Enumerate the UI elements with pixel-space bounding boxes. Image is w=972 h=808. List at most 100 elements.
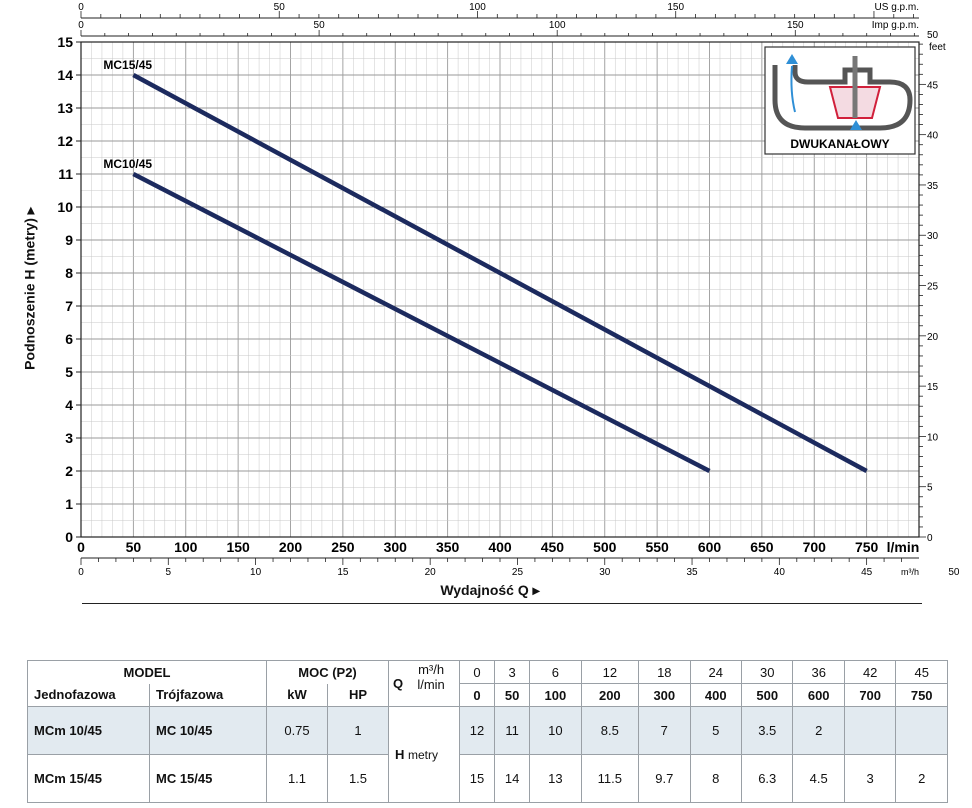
table-row: MCm 15/45 MC 15/45 1.1 1.5 15 14 13 11.5… (27, 754, 948, 803)
h-value: 4.5 (792, 754, 845, 803)
h-value: 13 (529, 754, 582, 803)
m3h-tick-label: 50 (948, 567, 960, 578)
h-value: 5 (689, 706, 743, 755)
q-m3h: 18 (638, 660, 691, 684)
h-value: 2 (792, 706, 845, 755)
x-unit-label: l/min (887, 539, 920, 555)
x-tick-label: 0 (77, 539, 85, 555)
y-tick-label: 9 (65, 232, 73, 248)
h-value: 11 (494, 706, 531, 755)
q-m3h: 42 (843, 660, 897, 684)
q-m3h: 45 (895, 660, 948, 684)
q-m3h: 12 (580, 660, 640, 684)
x-tick-label: 550 (645, 539, 669, 555)
power-kw: 0.75 (266, 706, 328, 755)
metry-label: metry (408, 748, 439, 762)
axes (80, 41, 920, 538)
series-line-mc15-45 (132, 73, 868, 473)
m3h-tick-label: 20 (425, 567, 437, 578)
h-value: 15 (458, 754, 496, 803)
q-lmin: 750 (895, 683, 948, 707)
series-label: MC10/45 (103, 157, 152, 171)
y-tick-label: 7 (65, 298, 73, 314)
q-m3h: 6 (529, 660, 582, 684)
model-single: MCm 15/45 (27, 754, 150, 803)
feet-tick-label: 35 (927, 181, 939, 192)
three-phase-header: Trójfazowa (149, 683, 267, 707)
usgpm-tick-label: 100 (469, 2, 486, 13)
feet-unit-label: feet (929, 42, 946, 53)
h-value: 14 (494, 754, 531, 803)
power-hp: 1.5 (327, 754, 389, 803)
y-tick-label: 13 (57, 100, 73, 116)
q-lmin: 400 (689, 683, 743, 707)
plot-frame (80, 41, 920, 538)
x-tick-label: 700 (803, 539, 827, 555)
feet-tick-label: 30 (927, 231, 939, 242)
power-hp: 1 (327, 706, 389, 755)
y-tick-label: 0 (65, 529, 73, 545)
x-tick-label: 400 (488, 539, 512, 555)
q-lmin: 50 (494, 683, 531, 707)
y-tick-label: 1 (65, 496, 73, 512)
table-row: MCm 10/45 MC 10/45 0.75 1 H metry 12 11 … (27, 706, 948, 803)
model-header: MODEL (27, 660, 267, 684)
lmin-label: l/min (417, 676, 445, 692)
x-tick-label: 200 (279, 539, 303, 555)
x-tick-label: 450 (541, 539, 565, 555)
m3h-tick-label: 0 (78, 567, 84, 578)
h-value: 10 (529, 706, 582, 755)
h-label: H (395, 747, 405, 762)
x-tick-label: 100 (174, 539, 198, 555)
separator-line (82, 603, 922, 604)
x-tick-label: 50 (126, 539, 142, 555)
h-value: 11.5 (580, 754, 640, 803)
model-single: MCm 10/45 (27, 706, 150, 755)
q-lmin: 300 (638, 683, 691, 707)
h-value (895, 706, 948, 755)
q-header-cell: Q m³/h l/min (388, 660, 460, 707)
feet-tick-label: 15 (927, 382, 939, 393)
feet-tick-label: 10 (927, 432, 939, 443)
usgpm-tick-label: 150 (667, 2, 684, 13)
spec-table: MODEL MOC (P2) Q m³/h l/min 0 3 6 12 18 … (27, 660, 948, 803)
feet-tick-label: 5 (927, 483, 933, 494)
x-axis-title: Wydajność Q ▸ (440, 582, 540, 598)
h-value: 6.3 (740, 754, 794, 803)
y-tick-label: 4 (65, 397, 73, 413)
q-m3h: 36 (792, 660, 845, 684)
impgpm-tick-label: 100 (549, 20, 566, 31)
h-label-cell: H metry (388, 706, 460, 803)
y-tick-label: 14 (57, 67, 73, 83)
q-m3h: 24 (689, 660, 743, 684)
feet-tick-label: 50 (927, 30, 939, 41)
q-m3h: 3 (494, 660, 531, 684)
h-value (843, 706, 897, 755)
x-tick-label: 300 (384, 539, 408, 555)
m3h-tick-label: 25 (512, 567, 524, 578)
q-lmin: 600 (792, 683, 845, 707)
m3h-tick-label: 40 (774, 567, 786, 578)
q-lmin: 700 (843, 683, 897, 707)
impgpm-tick-label: 150 (787, 20, 804, 31)
m3h-tick-label: 45 (861, 567, 873, 578)
single-phase-header: Jednofazowa (27, 683, 150, 707)
y-tick-label: 2 (65, 463, 73, 479)
q-label: Q (393, 675, 404, 691)
impgpm-tick-label: 0 (78, 20, 84, 31)
impeller-inset: DWUKANAŁOWY (764, 46, 916, 155)
q-lmin: 100 (529, 683, 582, 707)
usgpm-tick-label: 0 (78, 2, 84, 13)
x-tick-label: 500 (593, 539, 617, 555)
h-value: 12 (458, 706, 496, 755)
h-value: 3.5 (740, 706, 794, 755)
m3h-tick-label: 30 (599, 567, 611, 578)
impgpm-unit-label: Imp g.p.m. (872, 20, 919, 31)
q-m3h: 30 (740, 660, 794, 684)
x-tick-label: 250 (331, 539, 355, 555)
m3h-unit-label: m³/h (901, 567, 919, 577)
series-line-mc10-45 (132, 172, 711, 473)
model-three: MC 10/45 (149, 706, 267, 755)
